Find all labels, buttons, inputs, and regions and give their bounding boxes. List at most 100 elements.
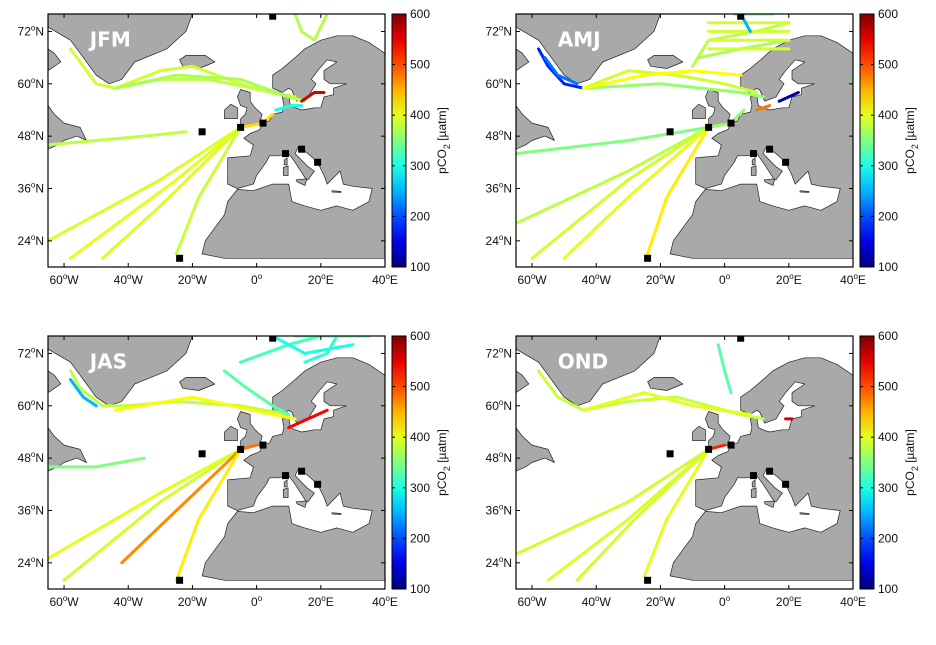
colorbar-tick-label: 300	[410, 481, 430, 495]
colorbar	[391, 335, 407, 590]
lat-tick-label: 60oN	[18, 398, 44, 413]
colorbar-label: pCO2 [µatm]	[903, 107, 920, 174]
cruise-track	[174, 125, 243, 256]
land-sardinia	[750, 487, 757, 498]
lat-tick-label: 60oN	[486, 398, 512, 413]
lon-tick-label: 0o	[251, 272, 263, 287]
lon-tick-label: 40oE	[372, 272, 398, 287]
lon-tick-label: 20oW	[646, 594, 676, 609]
colorbar-tick-label: 500	[878, 58, 898, 72]
land-greenland	[48, 14, 193, 85]
station-marker	[176, 254, 184, 262]
cruise-track	[642, 447, 711, 578]
panel-amj: AMJ 60oW 40oW 20oW 0o 20oE 40oE 72oN 60oN 48oN 36o…	[468, 0, 936, 322]
cruise-track	[120, 447, 243, 565]
land-ireland	[224, 103, 238, 120]
land-britain	[237, 89, 263, 128]
cruise-track	[646, 125, 711, 256]
lon-tick-label: 20oE	[308, 272, 334, 287]
colorbar-tick-label: 100	[410, 582, 430, 596]
lon-tick-label: 40oW	[582, 272, 612, 287]
colorbar-tick-label: 300	[878, 159, 898, 173]
land-crete	[799, 190, 810, 193]
land-sicily	[763, 178, 776, 186]
land-corsica	[283, 479, 288, 488]
lat-tick-label: 36oN	[18, 180, 44, 195]
lat-tick-label: 72oN	[18, 23, 44, 38]
colorbar-tick-label: 100	[410, 260, 430, 274]
season-label: OND	[558, 350, 608, 374]
colorbar-tick-label: 200	[878, 531, 898, 545]
panel-ond: OND 60oW 40oW 20oW 0o 20oE 40oE 72oN 60oN 48oN 36o…	[468, 322, 936, 644]
colorbar	[859, 13, 875, 268]
lon-tick-label: 20oE	[776, 594, 802, 609]
station-marker	[750, 150, 757, 158]
station-marker	[269, 14, 277, 20]
map-frame	[515, 13, 854, 268]
station-marker	[298, 467, 306, 475]
land-corsica	[283, 157, 288, 166]
lat-tick-label: 48oN	[486, 128, 512, 143]
colorbar-tick-label: 200	[878, 209, 898, 223]
land-baffin	[48, 370, 62, 394]
land-sardinia	[282, 165, 289, 176]
lat-tick-label: 24oN	[18, 555, 44, 570]
colorbar-tick-label: 300	[878, 481, 898, 495]
cruise-track	[581, 391, 752, 416]
land-iceland	[647, 377, 684, 391]
cruise-track	[48, 456, 146, 469]
colorbar	[391, 13, 407, 268]
map-frame	[47, 13, 386, 268]
land-britain	[237, 411, 263, 450]
cruise-track	[69, 378, 98, 408]
land-crete	[799, 512, 810, 515]
colorbar-tick-label: 500	[878, 380, 898, 394]
station-marker	[644, 254, 652, 262]
cruise-track	[691, 21, 791, 68]
season-label: AMJ	[558, 28, 601, 52]
station-marker	[705, 445, 713, 453]
lat-tick-label: 72oN	[486, 345, 512, 360]
lon-tick-label: 40oE	[840, 594, 866, 609]
land-greenland	[48, 336, 193, 407]
colorbar-tick-label: 200	[410, 209, 430, 223]
station-marker	[766, 145, 774, 153]
colorbar-tick-label: 500	[410, 58, 430, 72]
cruise-track	[293, 14, 329, 42]
colorbar-tick-label: 600	[878, 7, 898, 21]
cruise-track	[543, 56, 579, 86]
land-iceland	[647, 55, 684, 69]
lon-tick-label: 60oW	[49, 272, 79, 287]
station-marker	[176, 576, 184, 584]
cruise-track	[48, 130, 188, 147]
map-frame	[515, 335, 854, 590]
station-marker	[766, 467, 774, 475]
lon-tick-label: 60oW	[517, 272, 547, 287]
cruise-track	[516, 125, 711, 156]
lon-tick-label: 20oE	[308, 594, 334, 609]
land-sicily	[763, 500, 776, 508]
cruise-track	[48, 125, 243, 243]
station-marker	[259, 119, 267, 127]
lat-tick-label: 36oN	[486, 502, 512, 517]
cruise-track	[113, 395, 297, 421]
station-marker	[198, 128, 206, 136]
station-marker	[644, 576, 652, 584]
cruise-track	[530, 125, 711, 260]
lon-tick-label: 60oW	[49, 594, 79, 609]
land-america	[48, 427, 87, 472]
cruise-track	[223, 369, 291, 416]
colorbar-tick-label: 600	[410, 329, 430, 343]
colorbar-label: pCO2 [µatm]	[435, 429, 452, 496]
lon-tick-label: 40oE	[372, 594, 398, 609]
colorbar-tick-label: 600	[878, 329, 898, 343]
cruise-track	[239, 336, 355, 364]
cruise-track	[62, 447, 243, 582]
station-marker	[282, 472, 289, 480]
lon-tick-label: 40oW	[114, 272, 144, 287]
colorbar-tick-label: 400	[410, 430, 430, 444]
land-crete	[331, 512, 342, 515]
cruise-track	[581, 69, 743, 90]
station-marker	[705, 123, 713, 131]
station-marker	[298, 145, 306, 153]
